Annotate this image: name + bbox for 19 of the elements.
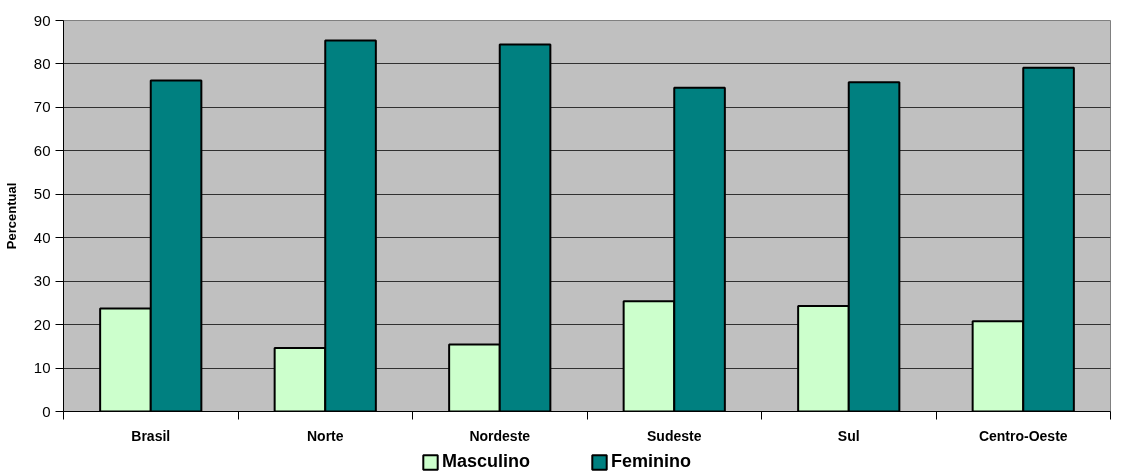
y-tick-label: 20 (33, 315, 51, 333)
x-tick-label: Centro-Oeste (978, 427, 1068, 444)
y-tick-label: 70 (33, 98, 51, 116)
y-tick-label: 30 (33, 272, 51, 290)
y-tick-label: 10 (33, 359, 51, 377)
y-tick-label: 90 (33, 11, 51, 29)
y-tick-label: 60 (33, 141, 51, 159)
legend-label: Masculino (442, 451, 531, 472)
x-tick-label: Sudeste (647, 427, 702, 444)
legend-label: Feminino (611, 451, 692, 472)
x-tick-label: Brasil (131, 427, 171, 444)
y-tick-label: 50 (33, 185, 51, 203)
y-tick-label: 80 (33, 54, 51, 72)
y-tick-label: 40 (33, 228, 51, 246)
x-tick-label: Nordeste (469, 427, 531, 444)
y-tick-label: 0 (42, 402, 51, 420)
x-tick-label: Norte (306, 427, 344, 444)
x-tick-label: Sul (837, 427, 860, 444)
y-axis-title: Percentual (3, 182, 19, 250)
